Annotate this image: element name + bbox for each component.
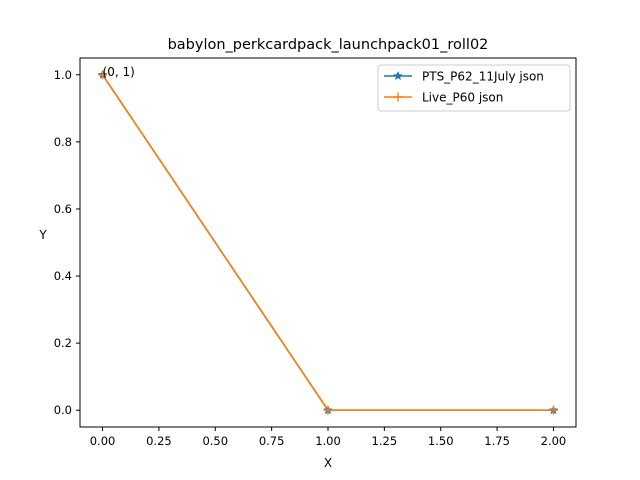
y-tick-label: 1.0 xyxy=(54,68,72,82)
legend-label: Live_P60 json xyxy=(422,91,503,105)
y-tick-label: 0.4 xyxy=(54,269,72,283)
plot-area-frame xyxy=(79,57,577,428)
x-tick-label: 1.75 xyxy=(484,434,510,448)
legend-marker xyxy=(393,92,403,102)
x-tick-label: 1.50 xyxy=(428,434,454,448)
x-tick-label: 0.50 xyxy=(202,434,228,448)
data-point-marker xyxy=(98,70,108,80)
y-tick-label: 0.2 xyxy=(54,336,72,350)
x-axis-label: X xyxy=(324,456,332,470)
chart-title: babylon_perkcardpack_launchpack01_roll02 xyxy=(168,37,489,53)
legend: PTS_P62_11July json Live_P60 json xyxy=(377,64,571,112)
y-tick-label: 0.6 xyxy=(54,202,72,216)
point-annotation: (0, 1) xyxy=(103,65,135,79)
y-tick-label: 0.8 xyxy=(54,135,72,149)
x-tick-label: 1.00 xyxy=(315,434,341,448)
y-tick-label: 0.0 xyxy=(54,403,72,417)
data-point-marker xyxy=(548,405,558,415)
legend-label: PTS_P62_11July json xyxy=(422,70,544,84)
series-markers xyxy=(97,69,559,415)
x-tick-label: 2.00 xyxy=(541,434,567,448)
legend-box xyxy=(377,64,571,112)
y-axis-label: Y xyxy=(38,228,47,242)
legend-marker xyxy=(393,70,403,81)
axis-ticks: 0.00 0.25 0.50 0.75 1.00 1.25 1.50 1.75 2.00 0.0 0… xyxy=(54,68,567,448)
annotations: (0, 1) xyxy=(103,65,135,79)
data-point-marker xyxy=(323,405,333,415)
x-tick-label: 0.00 xyxy=(90,434,116,448)
x-tick-label: 1.25 xyxy=(372,434,398,448)
x-tick-label: 0.75 xyxy=(259,434,285,448)
x-tick-label: 0.25 xyxy=(146,434,172,448)
